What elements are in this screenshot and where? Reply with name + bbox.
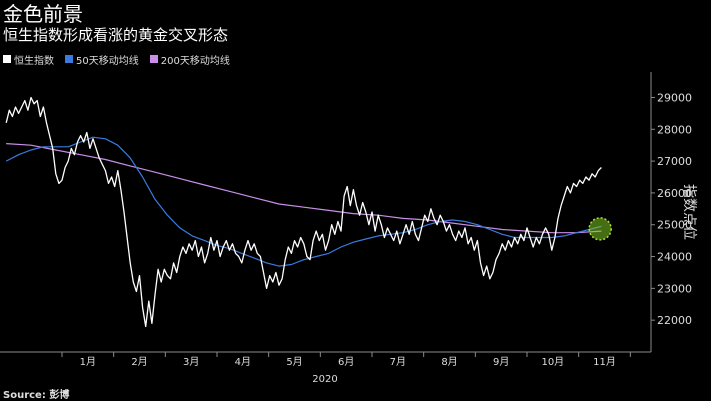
y-tick-label: 24000 (657, 251, 692, 264)
x-tick-label: 3月 (183, 356, 199, 368)
y-axis-title: 指数点位 (681, 184, 697, 240)
source-note: Source: 彭博 (3, 390, 70, 401)
legend-item-index: 恒生指数 (3, 52, 54, 67)
x-tick-label: 8月 (441, 356, 457, 368)
x-tick-label: 11月 (593, 356, 616, 368)
chart-title: 金色前景 (3, 2, 83, 26)
y-tick-label: 23000 (657, 282, 692, 295)
legend-swatch-ma50 (65, 55, 73, 63)
x-tick-label: 10月 (541, 356, 564, 368)
series-line-ma200 (6, 143, 602, 234)
x-tick-label: 1月 (80, 356, 96, 368)
x-axis-title: 2020 (312, 374, 337, 385)
y-tick-label: 27000 (657, 155, 692, 168)
x-tick-label: 9月 (493, 356, 509, 368)
legend-label-index: 恒生指数 (14, 55, 54, 67)
chart-legend: 恒生指数 50天移动均线 200天移动均线 (3, 52, 241, 67)
plot-area (5, 96, 612, 328)
x-tick-label: 7月 (390, 356, 406, 368)
y-tick-label: 28000 (657, 123, 692, 136)
chart-subtitle: 恒生指数形成看涨的黄金交叉形态 (3, 26, 229, 44)
legend-label-ma200: 200天移动均线 (160, 55, 230, 67)
x-tick-label: 6月 (338, 356, 354, 368)
x-tick-label: 4月 (235, 356, 251, 368)
y-tick-label: 22000 (657, 314, 692, 327)
legend-swatch-ma200 (149, 55, 158, 63)
axes: 2020 指数点位 22000 23000 24000 25000 26000 27000… (0, 72, 697, 385)
x-tick-label: 5月 (286, 356, 302, 368)
y-tick-label: 25000 (657, 219, 692, 232)
series-line-index (5, 96, 602, 328)
y-tick-label: 26000 (657, 187, 692, 200)
legend-swatch-index (3, 55, 11, 63)
golden-cross-marker (588, 217, 612, 241)
legend-item-ma50: 50天移动均线 (65, 52, 139, 67)
legend-label-ma50: 50天移动均线 (76, 55, 139, 67)
series-line-ma50 (5, 136, 602, 267)
legend-item-ma200: 200天移动均线 (149, 52, 230, 67)
x-tick-label: 2月 (131, 356, 147, 368)
y-tick-label: 29000 (657, 91, 692, 104)
